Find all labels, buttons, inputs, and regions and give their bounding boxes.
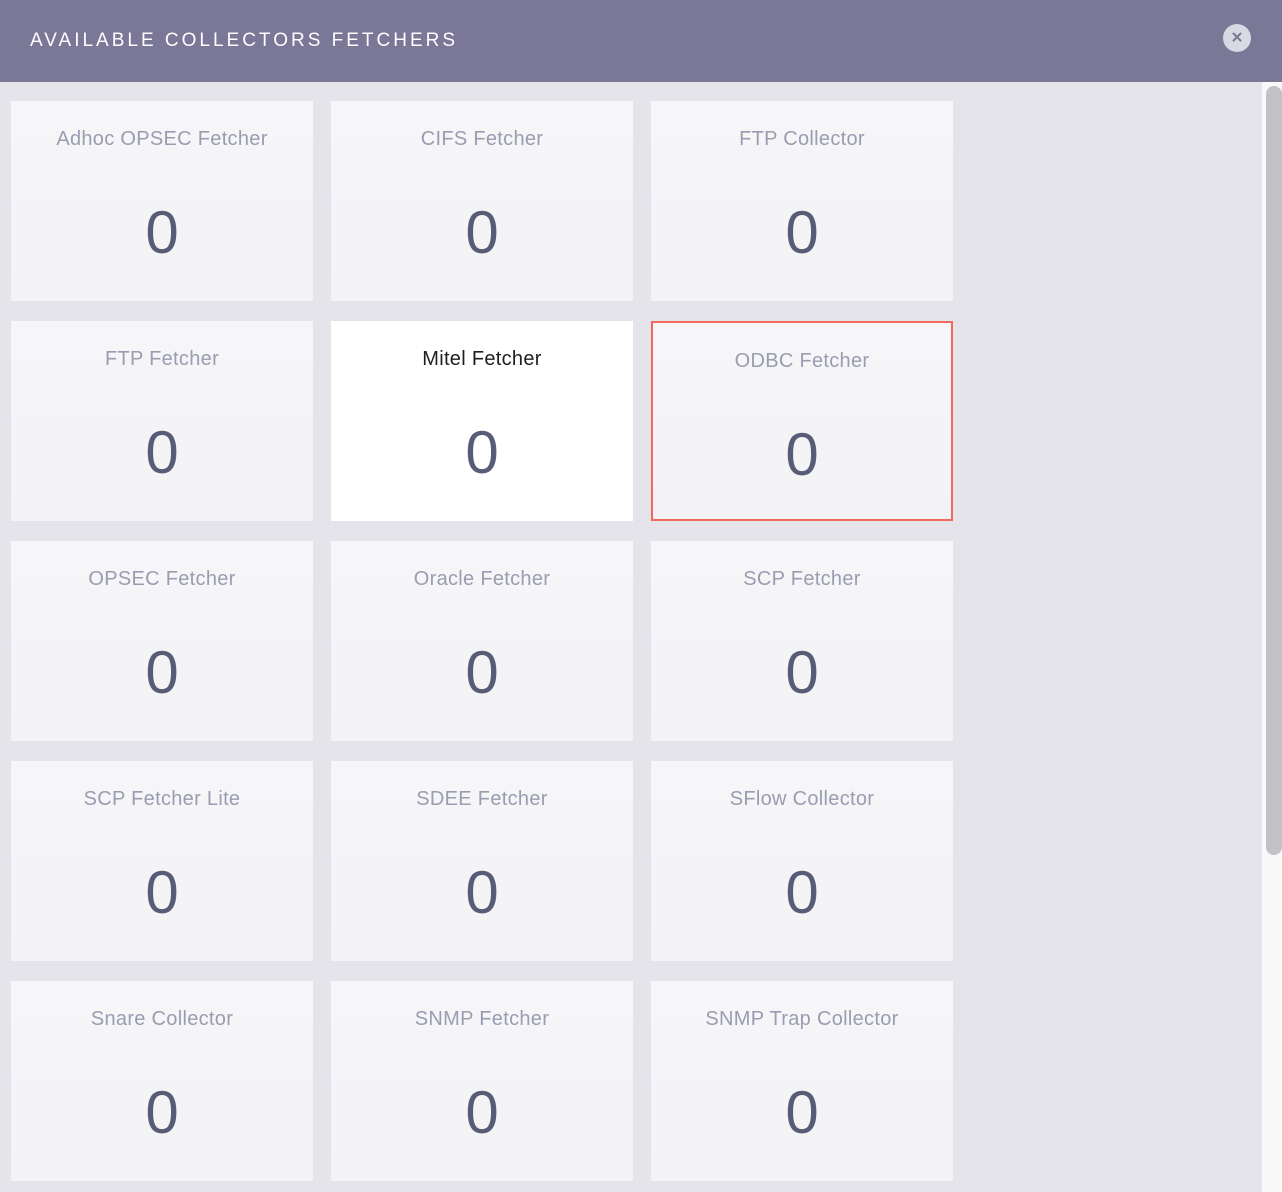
card-sflow-collector[interactable]: SFlow Collector 0 (651, 761, 953, 961)
card-title: OPSEC Fetcher (88, 568, 236, 590)
card-title: SCP Fetcher (743, 568, 861, 590)
close-icon: ✕ (1230, 29, 1244, 46)
card-grid: Adhoc OPSEC Fetcher 0 CIFS Fetcher 0 FTP… (0, 82, 1262, 1181)
card-count: 0 (465, 199, 499, 266)
card-odbc-fetcher[interactable]: ODBC Fetcher 0 (651, 321, 953, 521)
card-title: SCP Fetcher Lite (83, 788, 241, 810)
modal-title: AVAILABLE COLLECTORS FETCHERS (30, 30, 459, 51)
card-title: Snare Collector (90, 1008, 234, 1030)
card-count: 0 (465, 1079, 499, 1146)
card-title: SDEE Fetcher (416, 788, 548, 810)
card-title: Mitel Fetcher (422, 348, 542, 370)
card-count: 0 (785, 639, 819, 706)
card-count: 0 (465, 639, 499, 706)
card-scp-fetcher[interactable]: SCP Fetcher 0 (651, 541, 953, 741)
card-count: 0 (145, 1079, 179, 1146)
card-title: Adhoc OPSEC Fetcher (56, 128, 268, 150)
card-count: 0 (785, 1079, 819, 1146)
card-count: 0 (465, 859, 499, 926)
card-count: 0 (145, 859, 179, 926)
card-adhoc-opsec-fetcher[interactable]: Adhoc OPSEC Fetcher 0 (11, 101, 313, 301)
card-count: 0 (145, 419, 179, 486)
card-title: SNMP Fetcher (414, 1008, 550, 1030)
card-sdee-fetcher[interactable]: SDEE Fetcher 0 (331, 761, 633, 961)
card-ftp-collector[interactable]: FTP Collector 0 (651, 101, 953, 301)
card-title: ODBC Fetcher (734, 350, 870, 372)
modal-header: AVAILABLE COLLECTORS FETCHERS ✕ (0, 0, 1282, 82)
card-title: SNMP Trap Collector (705, 1008, 899, 1030)
card-count: 0 (145, 199, 179, 266)
card-oracle-fetcher[interactable]: Oracle Fetcher 0 (331, 541, 633, 741)
scrollbar-track[interactable] (1262, 82, 1282, 1192)
card-snmp-fetcher[interactable]: SNMP Fetcher 0 (331, 981, 633, 1181)
modal-body: Adhoc OPSEC Fetcher 0 CIFS Fetcher 0 FTP… (0, 82, 1262, 1192)
card-mitel-fetcher[interactable]: Mitel Fetcher 0 (331, 321, 633, 521)
card-snmp-trap-collector[interactable]: SNMP Trap Collector 0 (651, 981, 953, 1181)
card-title: SFlow Collector (729, 788, 875, 810)
card-title: Oracle Fetcher (413, 568, 551, 590)
card-opsec-fetcher[interactable]: OPSEC Fetcher 0 (11, 541, 313, 741)
card-count: 0 (465, 419, 499, 486)
card-scp-fetcher-lite[interactable]: SCP Fetcher Lite 0 (11, 761, 313, 961)
card-cifs-fetcher[interactable]: CIFS Fetcher 0 (331, 101, 633, 301)
card-snare-collector[interactable]: Snare Collector 0 (11, 981, 313, 1181)
card-title: FTP Collector (739, 128, 865, 150)
card-ftp-fetcher[interactable]: FTP Fetcher 0 (11, 321, 313, 521)
scrollbar-thumb[interactable] (1266, 86, 1282, 855)
card-title: CIFS Fetcher (420, 128, 544, 150)
card-count: 0 (785, 421, 819, 488)
card-count: 0 (785, 859, 819, 926)
card-title: FTP Fetcher (104, 348, 220, 370)
close-button[interactable]: ✕ (1223, 24, 1251, 52)
card-count: 0 (785, 199, 819, 266)
card-count: 0 (145, 639, 179, 706)
